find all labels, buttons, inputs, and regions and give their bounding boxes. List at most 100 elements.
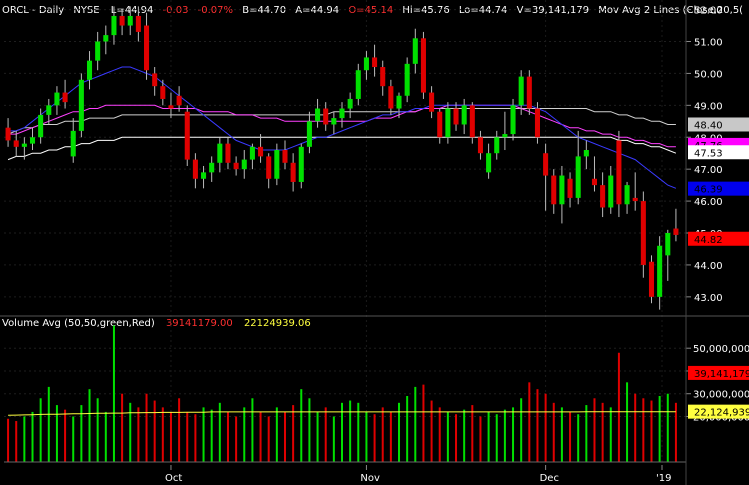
candle-up <box>21 143 27 147</box>
candle-up <box>608 175 614 208</box>
candle-up <box>201 172 207 179</box>
volume-bar <box>593 398 596 462</box>
volume-bar <box>341 402 343 462</box>
candle-down <box>160 86 166 99</box>
candle-up <box>575 156 581 198</box>
volume-bar <box>161 407 164 462</box>
volume-bar <box>267 416 270 462</box>
candle-down <box>420 38 426 93</box>
candle-up <box>241 159 247 170</box>
candle-up <box>518 76 524 106</box>
price-tag-bg <box>688 181 749 196</box>
candle-down <box>168 105 174 109</box>
volume-bar <box>422 384 425 462</box>
volume-bar <box>528 382 531 462</box>
price-tick-label: 50.00 <box>694 69 723 80</box>
volume-bar <box>194 414 197 462</box>
candle-up <box>103 35 109 42</box>
volume-bars <box>4 325 686 463</box>
date-tick-label: Dec <box>540 473 559 484</box>
candle-down <box>567 178 573 198</box>
candle-down <box>290 162 296 182</box>
candle-up <box>127 15 133 26</box>
volume-bar <box>560 407 563 462</box>
volume-bar <box>210 409 213 462</box>
header-open: O=45.14 <box>348 5 393 16</box>
volume-bar <box>487 411 490 462</box>
volume-tag: 39,141,179 <box>694 369 749 380</box>
candle-down <box>632 197 638 202</box>
header-exchange: NYSE <box>73 5 99 16</box>
volume-bar <box>226 411 229 462</box>
volume-bar <box>275 407 278 462</box>
volume-bar <box>373 414 376 462</box>
candle-down <box>616 140 622 205</box>
header-study: Mov Avg 2 Lines (Close,20,5( <box>598 5 743 16</box>
date-tick-label: Oct <box>165 473 182 484</box>
volume-bar <box>129 402 132 462</box>
candle-down <box>388 86 394 109</box>
candle-up <box>339 108 345 119</box>
volume-bar <box>479 416 482 462</box>
candle-down <box>62 92 68 103</box>
candle-down <box>258 146 264 157</box>
volume-bar <box>552 402 555 462</box>
volume-bar <box>153 400 156 462</box>
candle-up <box>657 245 663 297</box>
candle-down <box>526 76 532 109</box>
volume-bar <box>357 402 360 462</box>
price-tick-label: 44.00 <box>694 261 723 272</box>
volume-bar <box>112 325 115 462</box>
volume-bar <box>64 409 67 462</box>
candle-up <box>86 60 93 80</box>
volume-bar <box>585 405 588 462</box>
volume-bar <box>186 411 189 462</box>
candle-up <box>355 70 361 99</box>
volume-bar <box>634 393 637 462</box>
candle-up <box>46 105 52 115</box>
volume-bar <box>251 398 254 462</box>
volume-bar <box>308 398 311 462</box>
header-high: Hi=45.76 <box>402 5 449 16</box>
volume-bar <box>39 398 42 462</box>
volume-bar <box>72 416 75 462</box>
volume-tag-bg <box>688 365 749 380</box>
volume-bar <box>617 352 620 462</box>
candle-up <box>445 108 451 138</box>
volume-bar <box>218 402 221 462</box>
candle-up <box>486 153 492 173</box>
price-tag: 46.39 <box>694 185 723 196</box>
candlesticks <box>5 6 679 310</box>
volume-bar <box>96 398 99 462</box>
candle-down <box>600 185 606 208</box>
candle-up <box>249 146 255 160</box>
volume-bar <box>503 409 506 462</box>
candle-up <box>583 150 589 157</box>
volume-bar <box>389 411 392 462</box>
price-tag: 48.40 <box>694 120 723 131</box>
volume-bar <box>495 414 498 462</box>
volume-bar <box>398 402 401 462</box>
volume-bar <box>202 407 205 462</box>
candle-up <box>111 15 117 36</box>
volume-bar <box>601 402 604 462</box>
volume-bar <box>55 405 58 462</box>
candle-up <box>274 150 280 179</box>
volume-bar <box>178 398 181 462</box>
volume-bar <box>349 400 352 462</box>
candle-down <box>429 92 435 112</box>
volume-tag: 22,124,939 <box>694 408 749 419</box>
price-tag: 47.53 <box>694 148 723 159</box>
candle-up <box>347 98 353 109</box>
volume-bar <box>381 407 384 462</box>
price-tick-label: 43.00 <box>694 293 723 304</box>
price-tick-label: 47.00 <box>694 165 723 176</box>
candle-down <box>192 159 198 179</box>
candle-down <box>673 228 679 235</box>
candle-up <box>306 121 312 147</box>
candle-down <box>534 108 540 138</box>
volume-bar <box>544 393 547 462</box>
candle-up <box>331 118 337 125</box>
volume-bar <box>471 405 474 462</box>
